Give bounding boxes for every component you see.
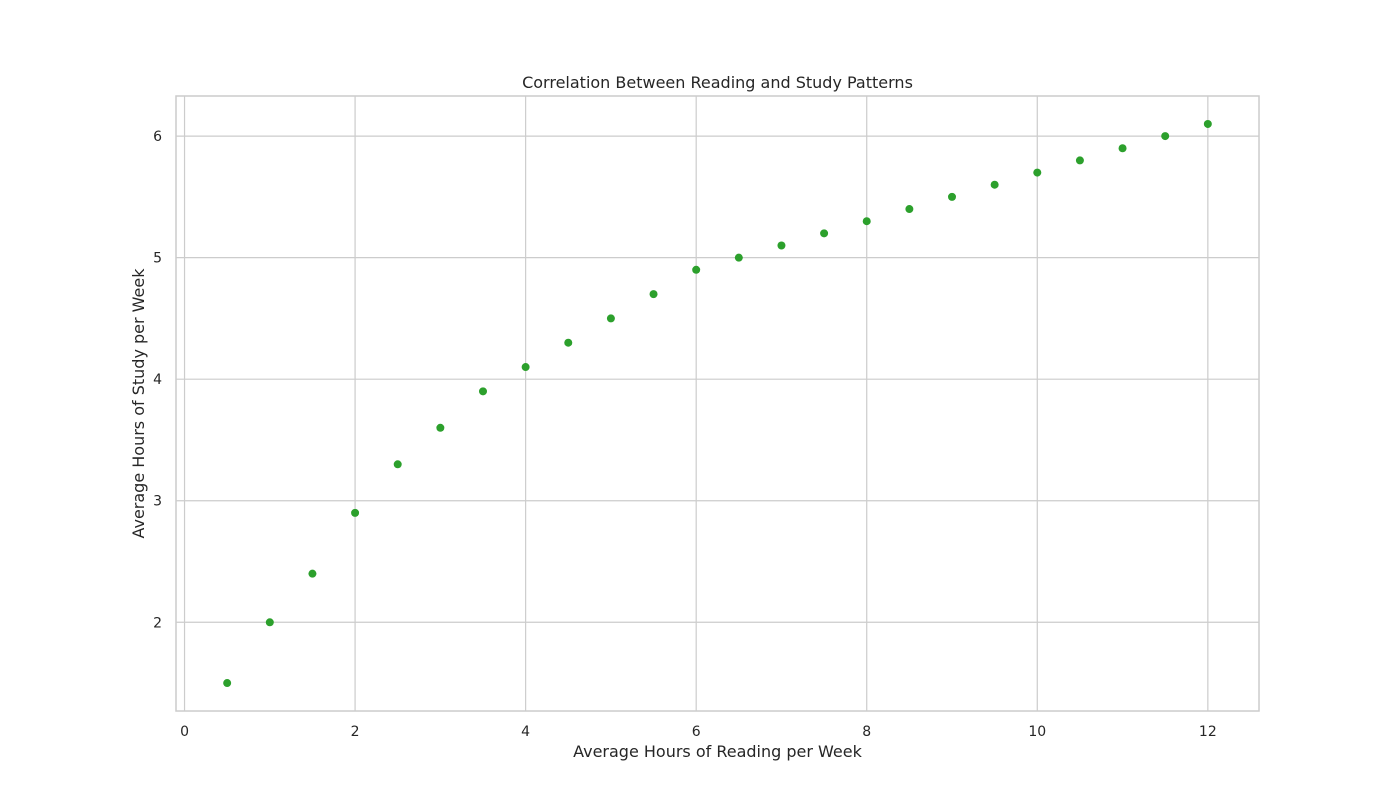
y-tick-label: 3 xyxy=(153,494,162,510)
data-points xyxy=(223,119,1212,688)
x-tick-label: 10 xyxy=(1028,724,1046,740)
y-tick-label: 6 xyxy=(153,129,162,145)
data-point xyxy=(820,229,829,238)
x-axis-label: Average Hours of Reading per Week xyxy=(573,742,863,761)
data-point xyxy=(478,387,487,396)
data-point xyxy=(606,314,615,323)
data-point xyxy=(862,217,871,226)
data-point xyxy=(564,338,573,347)
data-point xyxy=(1033,168,1042,177)
plot-frame xyxy=(175,95,1260,712)
data-point xyxy=(990,180,999,189)
data-point xyxy=(692,265,701,274)
y-tick-label: 5 xyxy=(153,251,162,267)
data-point xyxy=(649,290,658,299)
chart-title: Correlation Between Reading and Study Pa… xyxy=(522,73,913,92)
y-tick-label: 2 xyxy=(153,615,162,631)
data-point xyxy=(734,253,743,262)
data-point xyxy=(351,508,360,517)
data-point xyxy=(308,569,317,578)
data-point xyxy=(1203,119,1212,128)
data-point xyxy=(436,423,445,432)
data-point xyxy=(393,460,402,469)
tick-labels: 0 2 4 6 8 10 12 2 3 4 5 6 xyxy=(153,129,1217,740)
x-tick-label: 2 xyxy=(351,724,360,740)
y-tick-label: 4 xyxy=(153,372,162,388)
data-point xyxy=(905,205,914,214)
grid-lines xyxy=(176,96,1259,711)
x-tick-label: 4 xyxy=(521,724,530,740)
data-point xyxy=(948,192,957,201)
x-tick-label: 8 xyxy=(862,724,871,740)
x-tick-label: 6 xyxy=(692,724,701,740)
data-point xyxy=(1075,156,1084,165)
data-point xyxy=(777,241,786,250)
data-point xyxy=(265,618,274,627)
data-point xyxy=(1161,132,1170,141)
y-axis-label: Average Hours of Study per Week xyxy=(129,268,148,539)
data-point xyxy=(1118,144,1127,153)
x-tick-label: 12 xyxy=(1199,724,1217,740)
data-point xyxy=(223,679,232,688)
data-point xyxy=(521,363,530,372)
x-tick-label: 0 xyxy=(180,724,189,740)
